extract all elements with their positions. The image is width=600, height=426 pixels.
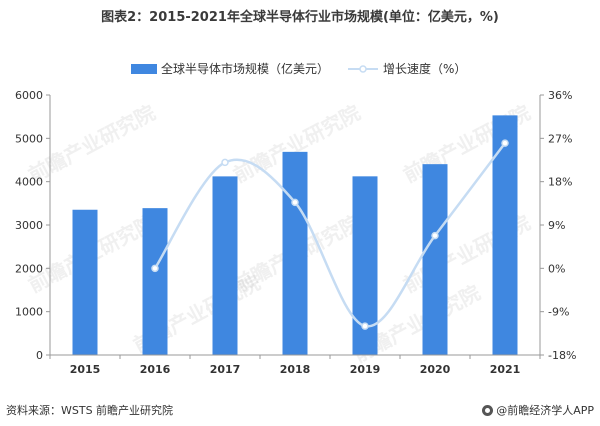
bar-2015 bbox=[72, 209, 98, 355]
x-tick-label: 2018 bbox=[280, 363, 311, 376]
x-tick-label: 2019 bbox=[350, 363, 381, 376]
chart-title: 图表2：2015-2021年全球半导体行业市场规模(单位：亿美元，%) bbox=[101, 10, 499, 25]
legend-line-label: 增长速度（%） bbox=[383, 61, 466, 76]
legend: 全球半导体市场规模（亿美元） 增长速度（%） bbox=[131, 61, 466, 76]
bar-2021 bbox=[492, 115, 518, 355]
growth-point-2017 bbox=[221, 158, 229, 167]
brand-text: @前瞻经济学人APP bbox=[496, 404, 594, 417]
x-tick-label: 2016 bbox=[140, 363, 171, 376]
growth-point-2019 bbox=[361, 322, 369, 330]
growth-point-2020 bbox=[431, 231, 439, 240]
left-tick-label: 2000 bbox=[15, 262, 43, 275]
bar-2020 bbox=[422, 164, 448, 355]
footer: 资料来源：WSTS 前瞻产业研究院 @前瞻经济学人APP bbox=[0, 402, 600, 422]
x-tick-label: 2020 bbox=[420, 363, 451, 376]
right-tick-label: 18% bbox=[548, 176, 572, 189]
watermark-text: 前瞻产业研究院 bbox=[24, 100, 159, 187]
legend-line-marker bbox=[359, 65, 367, 73]
brand-logo-icon bbox=[482, 404, 494, 416]
right-tick-label: 9% bbox=[548, 219, 565, 232]
bar-2016 bbox=[142, 208, 168, 355]
x-axis: 2015 2016 2017 2018 2019 2020 2021 bbox=[49, 354, 541, 376]
line-series bbox=[151, 139, 509, 330]
legend-bar-swatch bbox=[131, 64, 157, 74]
bar-2018 bbox=[282, 151, 308, 355]
right-tick-label: 0% bbox=[548, 262, 565, 275]
x-tick-label: 2015 bbox=[70, 363, 101, 376]
left-tick-label: 6000 bbox=[15, 89, 43, 102]
brand-credit: @前瞻经济学人APP bbox=[482, 402, 594, 418]
x-tick-label: 2017 bbox=[210, 363, 241, 376]
left-tick-label: 5000 bbox=[15, 132, 43, 145]
right-tick-label: 36% bbox=[548, 89, 572, 102]
right-y-axis: -18% -9% 0% 9% 18% 27% 36% bbox=[539, 89, 576, 362]
right-tick-label: 27% bbox=[548, 132, 572, 145]
bar-series bbox=[72, 115, 518, 355]
right-tick-label: -18% bbox=[548, 349, 576, 362]
growth-point-2018 bbox=[291, 198, 299, 207]
left-tick-label: 3000 bbox=[15, 219, 43, 232]
bar-2017 bbox=[212, 176, 238, 355]
left-tick-label: 4000 bbox=[15, 176, 43, 189]
legend-bar-label: 全球半导体市场规模（亿美元） bbox=[161, 61, 329, 76]
x-tick-label: 2021 bbox=[490, 363, 521, 376]
growth-point-2016 bbox=[151, 264, 159, 273]
source-note: 资料来源：WSTS 前瞻产业研究院 bbox=[6, 404, 174, 417]
right-tick-label: -9% bbox=[548, 306, 569, 319]
left-tick-label: 1000 bbox=[15, 306, 43, 319]
growth-rate-line bbox=[153, 142, 506, 328]
growth-point-2021 bbox=[501, 139, 509, 147]
left-tick-label: 0 bbox=[36, 349, 43, 362]
left-y-axis: 0 1000 2000 3000 4000 5000 6000 bbox=[15, 89, 51, 362]
